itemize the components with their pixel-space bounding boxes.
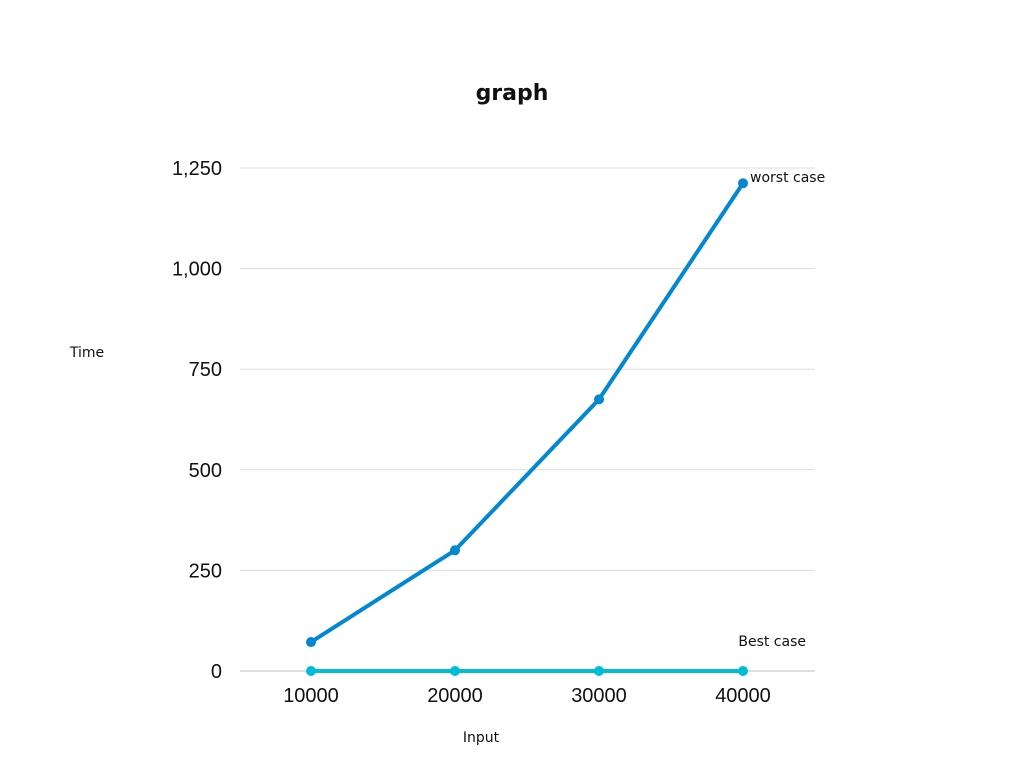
gridlines [240, 167, 815, 672]
data-point [450, 666, 460, 676]
data-point [306, 666, 316, 676]
x-axis-title: Input [463, 730, 500, 746]
y-tick-label: 250 [189, 560, 222, 582]
series-best-case [306, 666, 748, 676]
data-point [594, 394, 604, 405]
data-point [306, 637, 316, 648]
x-axis-ticks: 10000 20000 30000 40000 [283, 685, 771, 707]
series-label-best-case: Best case [738, 634, 806, 650]
y-tick-label: 1,250 [172, 158, 222, 180]
data-point [450, 545, 460, 556]
data-point [738, 666, 748, 676]
y-tick-label: 0 [211, 661, 222, 683]
series-line [309, 181, 745, 645]
chart-title: graph [476, 81, 549, 106]
x-tick-label: 40000 [715, 685, 771, 707]
x-tick-label: 20000 [427, 685, 483, 707]
data-point [738, 178, 748, 189]
y-tick-label: 500 [189, 460, 222, 482]
x-tick-label: 30000 [571, 685, 627, 707]
y-tick-label: 750 [189, 359, 222, 381]
y-axis-ticks: 0 250 500 750 1,000 1,250 [172, 158, 222, 683]
series-worst-case [306, 178, 748, 648]
y-axis-title: Time [69, 345, 104, 361]
series-label-worst-case: worst case [750, 170, 825, 186]
x-tick-label: 10000 [283, 685, 339, 707]
y-tick-label: 1,000 [172, 259, 222, 281]
series-layer: worst case Best case [306, 170, 825, 676]
data-point [594, 666, 604, 676]
